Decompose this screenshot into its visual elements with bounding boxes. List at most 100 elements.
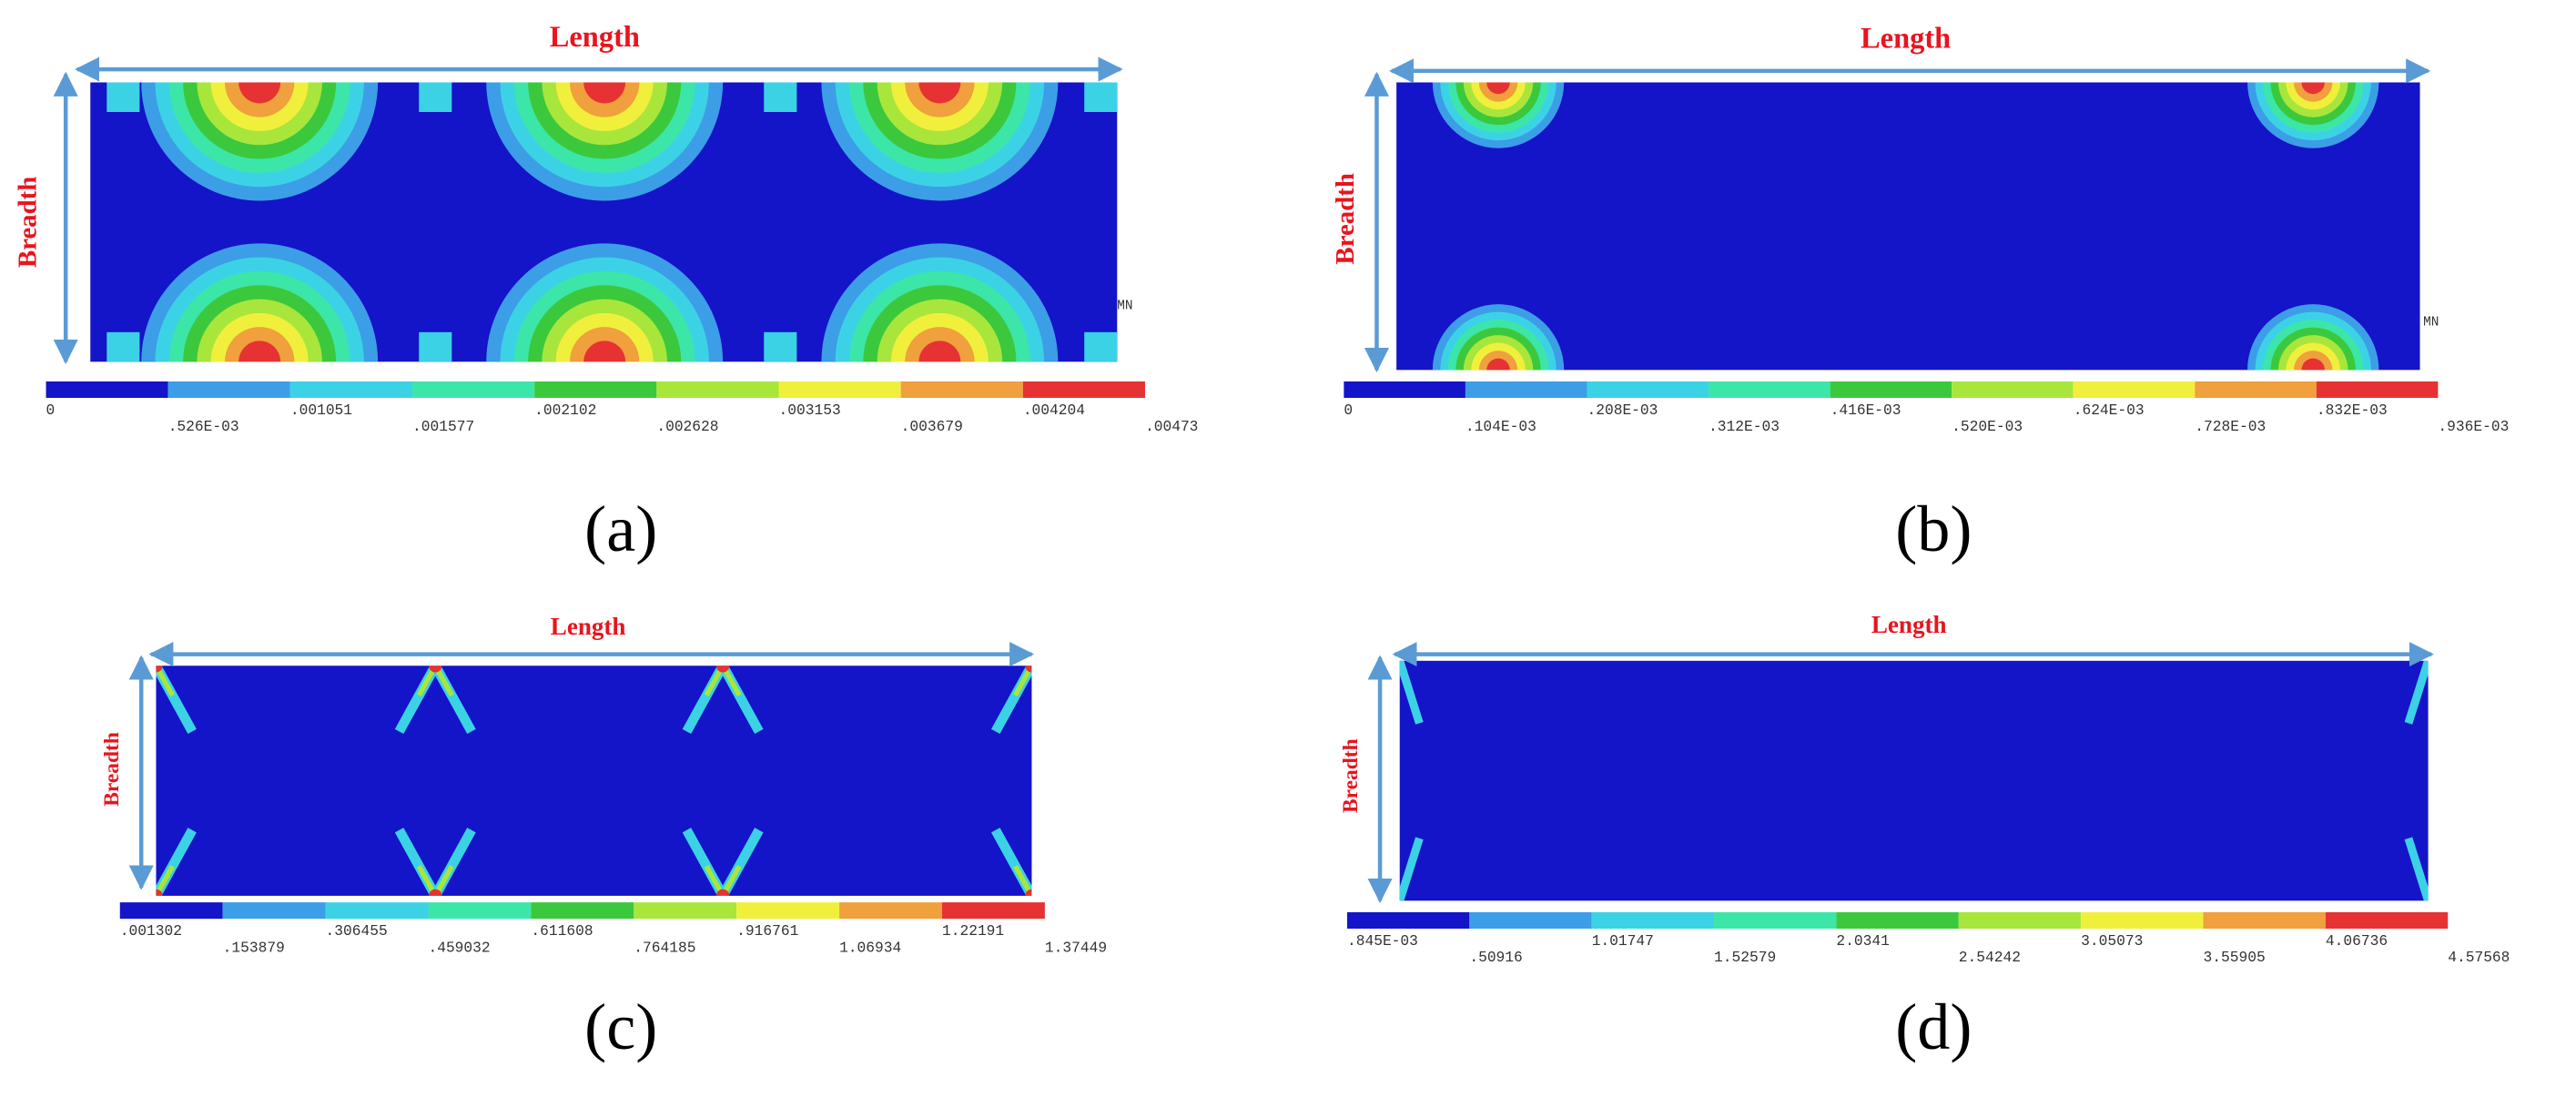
panel-label: (c) bbox=[584, 991, 657, 1063]
contour-band bbox=[1029, 890, 1032, 896]
legend-label: .728E-03 bbox=[2195, 418, 2266, 435]
legend-label: .416E-03 bbox=[1831, 402, 1902, 419]
contour-band bbox=[1029, 666, 1032, 671]
legend-swatch bbox=[1952, 381, 2074, 399]
contour-band bbox=[156, 666, 163, 673]
legend-swatch bbox=[222, 902, 326, 920]
legend-label: .764185 bbox=[634, 939, 695, 956]
contours bbox=[1432, 82, 2379, 371]
contour-band bbox=[1025, 889, 1032, 896]
panel: Length Breadth .001302 .153879 .306455 .45903… bbox=[100, 613, 1107, 1063]
contour-band bbox=[764, 82, 797, 112]
plate bbox=[1399, 660, 2429, 901]
legend-swatch bbox=[900, 381, 1023, 399]
legend-swatch bbox=[1714, 911, 1837, 930]
legend-swatch bbox=[325, 902, 429, 920]
contours bbox=[156, 666, 1032, 896]
legend-swatch bbox=[531, 902, 634, 920]
legend-label: .104E-03 bbox=[1465, 418, 1536, 435]
legend-label: .001051 bbox=[290, 402, 352, 419]
plate bbox=[156, 666, 1032, 896]
legend-label: .004204 bbox=[1023, 402, 1085, 419]
legend-swatch bbox=[167, 381, 290, 399]
legend-label: 2.54242 bbox=[1959, 949, 2021, 966]
contour-band bbox=[2301, 358, 2325, 371]
legend-label: 1.52579 bbox=[1714, 949, 1776, 966]
contour-band bbox=[1025, 666, 1032, 673]
contour-band bbox=[918, 341, 961, 362]
legend-label: 0 bbox=[46, 402, 56, 419]
legend-label: 2.0341 bbox=[1836, 932, 1889, 950]
legend-label: 1.22191 bbox=[942, 922, 1004, 940]
legend-label: 4.06736 bbox=[2326, 932, 2388, 950]
legend-swatch bbox=[1958, 911, 2082, 930]
legend-swatch bbox=[1022, 381, 1145, 399]
contour-band bbox=[419, 82, 452, 112]
breadth-label: Breadth bbox=[100, 732, 124, 807]
legend-label: .208E-03 bbox=[1587, 402, 1658, 419]
legend-swatch bbox=[2316, 381, 2439, 399]
plate bbox=[1396, 82, 2420, 371]
legend-swatch bbox=[1709, 381, 1831, 399]
breadth-label: Breadth bbox=[14, 177, 43, 269]
contour-band bbox=[1084, 331, 1118, 362]
legend-label: .003153 bbox=[778, 402, 840, 419]
legend-swatch bbox=[412, 381, 535, 399]
contour-band bbox=[764, 331, 797, 362]
legend-label: 0 bbox=[1344, 402, 1353, 419]
length-label: Length bbox=[551, 613, 626, 640]
legend-label: .312E-03 bbox=[1709, 418, 1780, 435]
legend-swatch bbox=[2195, 381, 2317, 399]
contour-band bbox=[918, 82, 961, 104]
contour-band bbox=[1486, 82, 1510, 95]
panel: Length Breadth MN 0 .104E-03 .208E-03 .312E-03… bbox=[1331, 23, 2509, 565]
legend-label: 3.55905 bbox=[2204, 949, 2266, 966]
legend-swatch bbox=[634, 902, 737, 920]
legend-swatch bbox=[1465, 381, 1587, 399]
contour-band bbox=[2404, 837, 2429, 901]
legend-label: 3.05073 bbox=[2081, 932, 2143, 950]
legend-label: .845E-03 bbox=[1347, 932, 1418, 950]
legend-label: 4.57568 bbox=[2448, 949, 2510, 966]
contour-band bbox=[106, 82, 140, 112]
legend-swatch bbox=[778, 381, 901, 399]
legend-label: .003679 bbox=[901, 418, 963, 435]
legend-swatch bbox=[1344, 381, 1465, 399]
legend-swatch bbox=[839, 902, 942, 920]
legend-swatch bbox=[1587, 381, 1709, 399]
contour-band bbox=[156, 666, 161, 676]
contour-band bbox=[238, 341, 281, 362]
legend-swatch bbox=[2203, 911, 2326, 930]
legend-swatch bbox=[2073, 381, 2196, 399]
contour-band bbox=[715, 889, 730, 896]
contour-band bbox=[1084, 82, 1118, 112]
legend-swatch bbox=[289, 381, 413, 399]
contour-band bbox=[2404, 660, 2429, 725]
panel-label: (a) bbox=[584, 493, 657, 565]
contour-band bbox=[429, 889, 442, 896]
contour-band bbox=[156, 885, 161, 896]
legend-label: .624E-03 bbox=[2074, 402, 2145, 419]
panel-label: (b) bbox=[1895, 493, 1972, 565]
contour-band bbox=[429, 666, 442, 673]
legend-swatch bbox=[1836, 911, 1959, 930]
contours bbox=[1399, 660, 2429, 901]
legend-label: .526E-03 bbox=[168, 418, 239, 435]
legend-swatch bbox=[2081, 911, 2204, 930]
contour-band bbox=[1399, 660, 1424, 725]
legend-label: .001577 bbox=[412, 418, 474, 435]
legend-label: .153879 bbox=[223, 939, 285, 956]
legend-label: .002628 bbox=[656, 418, 718, 435]
legend-label: 1.01747 bbox=[1592, 932, 1654, 950]
breadth-label: Breadth bbox=[1339, 738, 1363, 813]
legend-swatch bbox=[736, 902, 840, 920]
legend-label: .50916 bbox=[1469, 949, 1522, 966]
legend-label: .002102 bbox=[534, 402, 596, 419]
contour-band bbox=[1399, 837, 1424, 901]
length-label: Length bbox=[550, 21, 640, 54]
panel-label: (d) bbox=[1895, 991, 1972, 1063]
legend-swatch bbox=[119, 902, 223, 920]
contour-band bbox=[156, 889, 163, 896]
legend-swatch bbox=[2325, 911, 2449, 930]
